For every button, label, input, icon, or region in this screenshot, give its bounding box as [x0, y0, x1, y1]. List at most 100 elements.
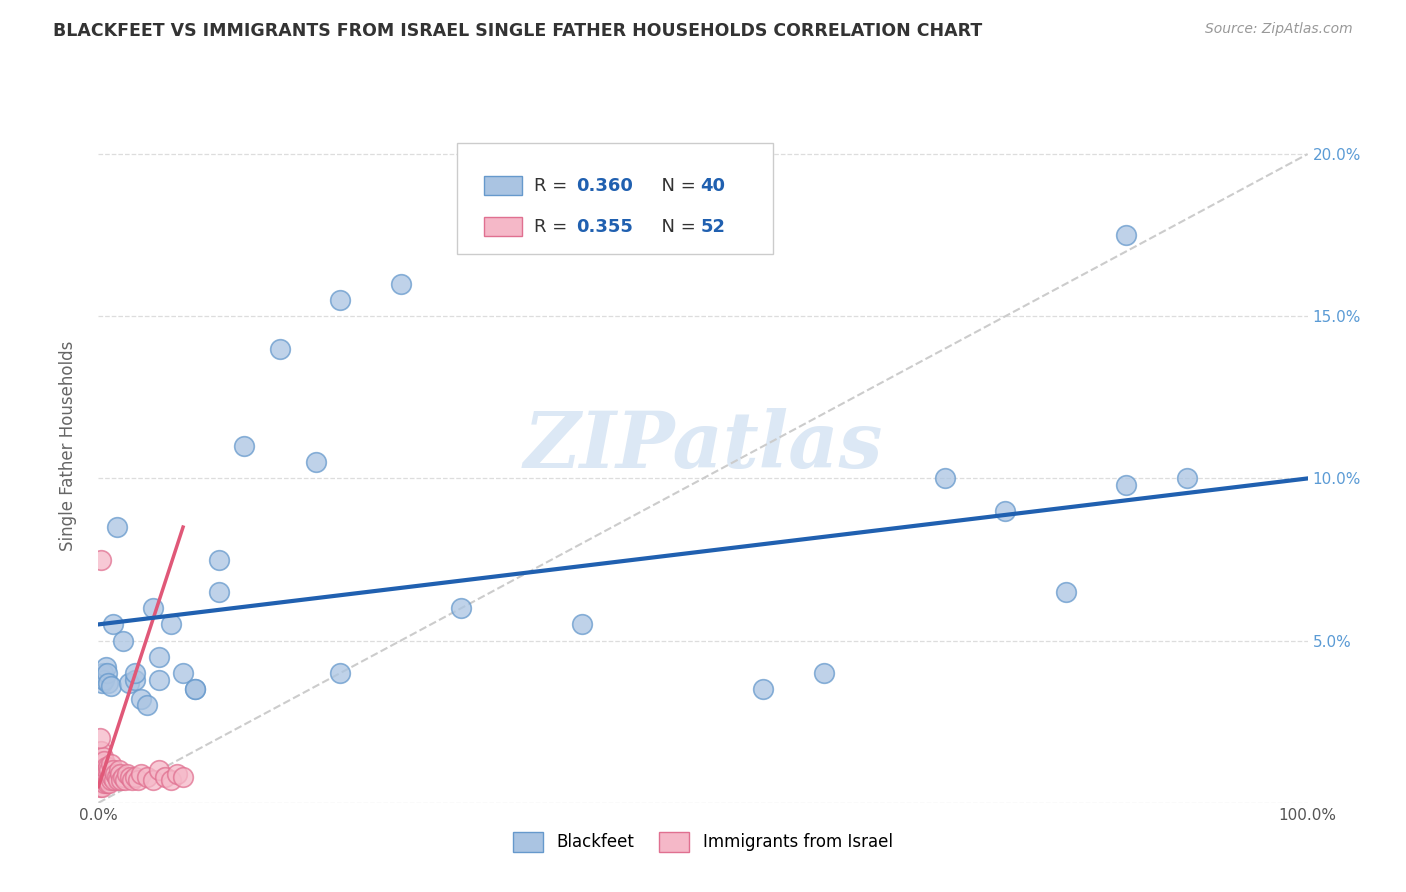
Point: [98, 764, 121, 778]
Point: [110, 773, 132, 788]
Point: [89, 780, 111, 794]
Text: 0.360: 0.360: [576, 178, 633, 195]
Point: [329, 666, 352, 681]
Point: [89, 756, 111, 771]
Point: [90, 754, 112, 768]
Point: [96, 764, 118, 778]
Point: [160, 773, 183, 788]
Point: [813, 666, 835, 681]
Point: [93, 776, 115, 790]
Point: [104, 766, 127, 780]
Text: N =: N =: [650, 178, 702, 195]
Point: [111, 770, 134, 784]
Point: [148, 649, 170, 664]
Point: [232, 439, 254, 453]
Point: [89, 770, 111, 784]
Point: [97, 760, 120, 774]
Point: [108, 766, 131, 780]
Point: [108, 764, 131, 778]
Point: [96, 666, 118, 681]
Point: [94, 659, 117, 673]
Point: [107, 773, 129, 788]
Text: ZIPatlas: ZIPatlas: [523, 408, 883, 484]
Point: [105, 770, 128, 784]
Point: [90, 744, 112, 758]
Text: BLACKFEET VS IMMIGRANTS FROM ISRAEL SINGLE FATHER HOUSEHOLDS CORRELATION CHART: BLACKFEET VS IMMIGRANTS FROM ISRAEL SING…: [53, 22, 983, 40]
Point: [93, 673, 115, 687]
Point: [208, 552, 231, 566]
Point: [994, 504, 1017, 518]
Point: [90, 773, 112, 788]
Point: [121, 773, 143, 788]
Point: [142, 601, 165, 615]
Point: [91, 750, 114, 764]
Point: [269, 342, 291, 356]
Point: [91, 766, 114, 780]
Text: Source: ZipAtlas.com: Source: ZipAtlas.com: [1205, 22, 1353, 37]
Point: [91, 773, 114, 788]
Legend: Blackfeet, Immigrants from Israel: Blackfeet, Immigrants from Israel: [506, 825, 900, 859]
Point: [129, 692, 152, 706]
Point: [91, 756, 114, 771]
Point: [124, 673, 146, 687]
Point: [118, 675, 141, 690]
Point: [934, 471, 956, 485]
Text: 0.355: 0.355: [576, 219, 633, 236]
Point: [305, 455, 328, 469]
Point: [91, 675, 114, 690]
Point: [96, 776, 118, 790]
Point: [124, 666, 146, 681]
Point: [135, 698, 157, 713]
Point: [148, 764, 170, 778]
Point: [389, 277, 412, 291]
Point: [184, 682, 207, 697]
Point: [97, 773, 120, 788]
Point: [105, 520, 128, 534]
Point: [1115, 478, 1137, 492]
Point: [93, 754, 115, 768]
Text: R =: R =: [534, 219, 574, 236]
Point: [100, 773, 122, 788]
Point: [329, 293, 352, 307]
Point: [91, 764, 114, 778]
Point: [184, 682, 207, 697]
Point: [127, 773, 149, 788]
Point: [101, 764, 124, 778]
Point: [172, 770, 194, 784]
Text: N =: N =: [650, 219, 702, 236]
Point: [93, 766, 115, 780]
Text: 40: 40: [700, 178, 725, 195]
Point: [100, 679, 122, 693]
Point: [100, 756, 122, 771]
Point: [153, 770, 176, 784]
Point: [135, 770, 157, 784]
Point: [90, 764, 112, 778]
Point: [97, 675, 120, 690]
Point: [172, 666, 194, 681]
Point: [91, 666, 114, 681]
Point: [90, 552, 112, 566]
Point: [1054, 585, 1077, 599]
Point: [1175, 471, 1198, 485]
Point: [142, 773, 165, 788]
Point: [100, 770, 122, 784]
Point: [117, 766, 139, 780]
Point: [160, 617, 183, 632]
Point: [98, 776, 121, 790]
Point: [111, 633, 134, 648]
Point: [1115, 228, 1137, 243]
Point: [148, 673, 170, 687]
Point: [166, 766, 188, 780]
Point: [571, 617, 593, 632]
Point: [752, 682, 775, 697]
Point: [114, 773, 136, 788]
Text: R =: R =: [534, 178, 574, 195]
Point: [208, 585, 231, 599]
Point: [94, 760, 117, 774]
Point: [89, 731, 111, 745]
Text: 52: 52: [700, 219, 725, 236]
Y-axis label: Single Father Households: Single Father Households: [59, 341, 77, 551]
Point: [91, 780, 114, 794]
Point: [450, 601, 472, 615]
Point: [101, 617, 124, 632]
